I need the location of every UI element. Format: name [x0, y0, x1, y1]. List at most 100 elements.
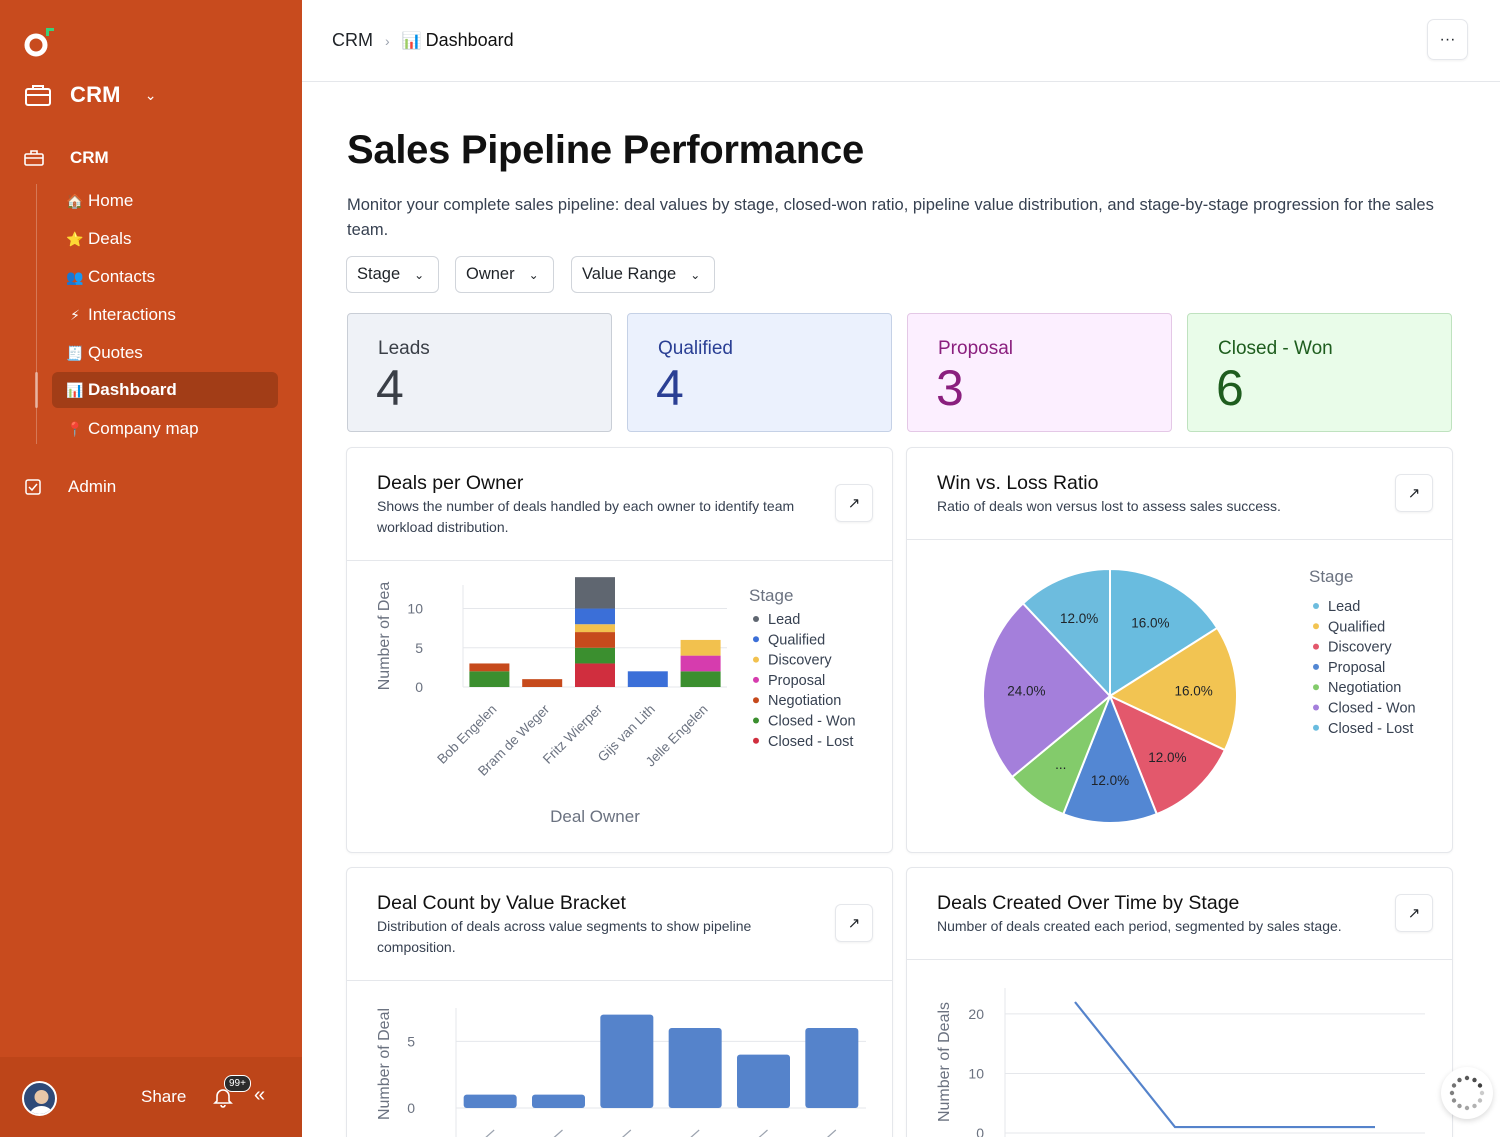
pie-slice: [1107, 626, 1238, 752]
sidebar: CRM ⌄ CRM 🏠 Home ⭐ Deals 👥 Contacts ⚡ Intera…: [0, 0, 302, 1137]
kpi-value: 3: [936, 360, 964, 416]
legend-marker: [1313, 643, 1319, 650]
chevron-down-icon: ⌄: [528, 267, 539, 282]
sidebar-section-admin[interactable]: Admin: [24, 474, 116, 500]
legend-marker: [1313, 724, 1319, 731]
legend-marker: [1313, 663, 1319, 670]
bar-segment: [575, 608, 615, 625]
card-title: Deal Count by Value Bracket: [377, 892, 626, 914]
y-tick-label: 0: [976, 1125, 984, 1137]
app-switcher-label: CRM: [70, 82, 121, 107]
card-divider: [907, 959, 1452, 960]
legend-marker: [1313, 704, 1319, 711]
y-axis-label: Number of Deal: [376, 1008, 393, 1120]
pie-slice: [1108, 694, 1227, 816]
card-win-loss: Win vs. Loss Ratio Ratio of deals won ve…: [906, 447, 1453, 853]
filter-owner[interactable]: Owner ⌄: [455, 256, 554, 293]
legend-label: Negotiation: [768, 693, 841, 709]
y-tick-label: 5: [415, 640, 423, 656]
win-loss-chart: 16.0% 16.0% 12.0% 12.0%... 24.0% 12.0% Stage Le…: [982, 567, 1416, 824]
sidebar-item-label: Home: [88, 191, 134, 210]
bar-segment: [575, 624, 615, 633]
filter-stage[interactable]: Stage ⌄: [346, 256, 440, 293]
bar-segment: [469, 671, 510, 687]
legend-title: Stage: [1309, 567, 1353, 586]
x-tick-mark: [827, 1129, 837, 1137]
sidebar-item-label: Contacts: [88, 267, 156, 286]
bar: [600, 1014, 654, 1108]
app-logo-icon[interactable]: [22, 26, 56, 60]
card-subtitle: Ratio of deals won versus lost to assess…: [937, 498, 1281, 514]
bell-icon[interactable]: [212, 1086, 234, 1108]
spinner-dot: [1472, 1077, 1477, 1083]
avatar[interactable]: [22, 1081, 57, 1116]
sidebar-item-home[interactable]: 🏠 Home: [52, 183, 278, 219]
more-options-button[interactable]: ···: [1427, 19, 1468, 60]
legend-label: Lead: [768, 612, 800, 628]
y-tick-label: 0: [415, 679, 423, 695]
sidebar-item-dashboard[interactable]: 📊 Dashboard: [52, 372, 278, 408]
card-subtitle: Distribution of deals across value segme…: [377, 918, 752, 955]
share-button[interactable]: Share: [141, 1087, 187, 1106]
legend-marker: [753, 676, 759, 683]
y-axis-label: Number of Dea: [376, 582, 393, 691]
legend-label: Lead: [1328, 599, 1360, 615]
sidebar-item-company-map[interactable]: 📍 Company map: [52, 411, 278, 447]
legend-label: Qualified: [1328, 619, 1385, 635]
legend-marker: [753, 717, 759, 724]
sidebar-item-contacts[interactable]: 👥 Contacts: [52, 259, 278, 295]
expand-icon[interactable]: ↗: [835, 904, 873, 942]
legend-label: Discovery: [768, 653, 832, 669]
bar-segment: [575, 577, 615, 609]
bar-segment: [680, 655, 721, 672]
sidebar-section-crm[interactable]: CRM: [24, 145, 109, 171]
legend-label: Proposal: [1328, 660, 1385, 676]
card-subtitle: Shows the number of deals handled by eac…: [377, 498, 795, 535]
kpi-card-proposal: Proposal 3: [907, 313, 1172, 432]
filter-value-range[interactable]: Value Range ⌄: [571, 256, 716, 293]
y-tick-label: 5: [407, 1033, 415, 1049]
card-title: Deals per Owner: [377, 472, 524, 494]
bar-segment: [575, 632, 615, 648]
lightning-icon: ⚡: [70, 306, 80, 323]
legend-label: Closed - Won: [1328, 701, 1416, 717]
card-over-time: Deals Created Over Time by Stage Number …: [906, 867, 1453, 1137]
briefcase-icon: [25, 85, 51, 106]
collapse-sidebar-icon[interactable]: «: [254, 1084, 266, 1106]
legend-marker: [1313, 623, 1319, 630]
people-icon: 👥: [66, 268, 84, 285]
bar-segment: [469, 663, 510, 672]
sidebar-item-quotes[interactable]: 🧾 Quotes: [52, 335, 278, 371]
bar: [737, 1054, 790, 1108]
app-switcher[interactable]: CRM ⌄: [24, 78, 156, 112]
pin-icon: 📍: [66, 420, 84, 437]
breadcrumb-root[interactable]: CRM: [332, 30, 373, 50]
pie-label: 24.0%: [1007, 684, 1045, 699]
sidebar-item-label: Deals: [88, 229, 132, 248]
spinner-dot: [1477, 1083, 1483, 1088]
receipt-icon: 🧾: [66, 344, 84, 361]
chevron-down-icon: ⌄: [690, 267, 701, 282]
kpi-value: 4: [376, 360, 404, 416]
sidebar-item-interactions[interactable]: ⚡ Interactions: [52, 297, 278, 333]
bar: [463, 1094, 517, 1108]
legend-marker: [753, 616, 759, 622]
legend-label: Proposal: [768, 673, 825, 689]
legend-marker: [753, 656, 759, 663]
filter-label: Owner: [466, 265, 515, 283]
sidebar-section-crm-label: CRM: [70, 148, 109, 167]
spinner-dot: [1457, 1077, 1462, 1083]
expand-icon[interactable]: ↗: [1395, 894, 1433, 932]
y-tick-label: 20: [968, 1006, 984, 1022]
spinner-dot: [1464, 1105, 1470, 1111]
expand-icon[interactable]: ↗: [1395, 474, 1433, 512]
bar-segment: [575, 663, 615, 687]
active-indicator: [35, 372, 38, 408]
expand-icon[interactable]: ↗: [835, 484, 873, 522]
sidebar-item-deals[interactable]: ⭐ Deals: [52, 221, 278, 257]
legend-marker: [1313, 684, 1319, 691]
card-title: Deals Created Over Time by Stage: [937, 892, 1240, 914]
spinner-dot: [1472, 1103, 1477, 1109]
spinner-dot: [1479, 1090, 1485, 1096]
